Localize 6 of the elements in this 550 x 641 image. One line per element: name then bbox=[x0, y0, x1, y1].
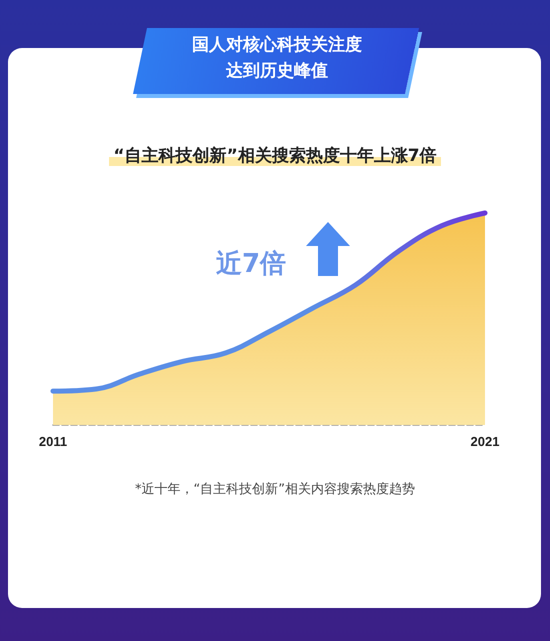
chart-title: 国人对核心科技关注度达到历史峰值 bbox=[191, 34, 363, 83]
annotation: 近7倍 bbox=[216, 248, 286, 281]
x-tick-label: 2021 bbox=[470, 434, 500, 449]
chart-subtitle: “自主科技创新”相关搜索热度十年上涨7倍 bbox=[109, 146, 441, 166]
text: *近十年，“自主科技创新”相关内容搜索热度趋势 bbox=[134, 481, 416, 498]
x-tick-label: 2011 bbox=[38, 434, 68, 449]
